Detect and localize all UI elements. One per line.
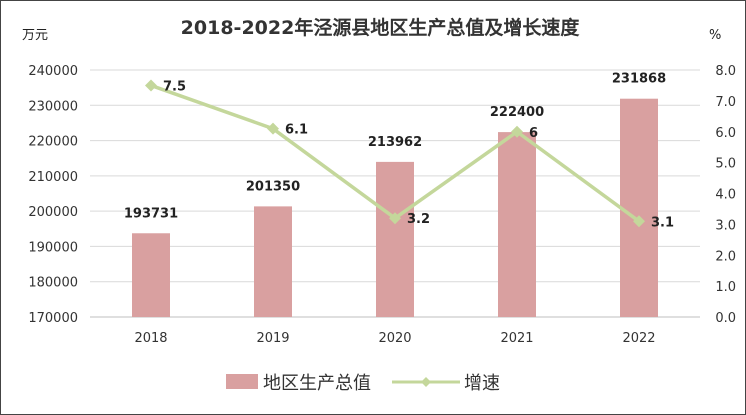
left-axis-unit: 万元 [22, 28, 48, 43]
line-data-label: 6 [529, 126, 538, 141]
bar-data-labels: 193731 201350 213962 222400 231868 [124, 72, 666, 222]
right-tick-label: 1.0 [715, 280, 736, 295]
line-data-label: 3.2 [407, 212, 430, 227]
bar-data-label: 213962 [368, 135, 422, 150]
right-tick-label: 6.0 [715, 126, 736, 141]
line-point [267, 122, 279, 135]
legend-line-marker [421, 377, 431, 387]
bar-data-label: 201350 [246, 179, 300, 194]
line-point [389, 212, 401, 225]
left-tick-label: 230000 [28, 99, 78, 114]
x-tick-label: 2019 [256, 331, 289, 346]
legend-line-label: 增速 [464, 373, 500, 394]
line-series [145, 79, 645, 228]
bar-data-label: 231868 [612, 72, 666, 87]
bar-series [132, 98, 658, 318]
left-tick-label: 220000 [28, 135, 78, 150]
left-tick-label: 200000 [28, 205, 78, 220]
right-tick-label: 2.0 [715, 249, 736, 264]
right-axis-ticks: 0.0 1.0 2.0 3.0 4.0 5.0 6.0 7.0 8.0 [715, 64, 736, 326]
line-point [633, 215, 645, 228]
right-axis-unit: % [709, 28, 721, 43]
left-tick-label: 180000 [28, 276, 78, 291]
x-axis-ticks: 2018 2019 2020 2021 2022 [134, 331, 655, 346]
line-point [145, 79, 157, 92]
x-tick-label: 2022 [622, 331, 655, 346]
x-tick-label: 2020 [378, 331, 411, 346]
line-data-label: 7.5 [163, 79, 186, 94]
bar-data-label: 222400 [490, 105, 544, 120]
left-tick-label: 240000 [28, 64, 78, 79]
bar [254, 206, 292, 317]
bar [498, 132, 536, 317]
legend: 地区生产总值 增速 [226, 373, 500, 394]
left-axis-ticks: 170000 180000 190000 200000 210000 220000 2300… [28, 64, 78, 326]
chart-title: 2018-2022年泾源县地区生产总值及增长速度 [181, 16, 581, 39]
right-tick-label: 3.0 [715, 218, 736, 233]
left-tick-label: 190000 [28, 240, 78, 255]
right-tick-label: 5.0 [715, 157, 736, 172]
left-tick-label: 170000 [28, 311, 78, 326]
bar [132, 233, 170, 317]
legend-bar-swatch [226, 374, 258, 389]
line-data-label: 3.1 [651, 215, 674, 230]
right-tick-label: 0.0 [715, 311, 736, 326]
legend-bar-label: 地区生产总值 [263, 373, 371, 394]
line-data-label: 6.1 [285, 123, 308, 138]
bar [376, 161, 414, 317]
bar-data-label: 193731 [124, 206, 178, 221]
right-tick-label: 4.0 [715, 188, 736, 203]
x-tick-label: 2021 [500, 331, 533, 346]
right-tick-label: 8.0 [715, 64, 736, 79]
line-point [511, 125, 523, 138]
x-tick-label: 2018 [134, 331, 167, 346]
line-data-labels: 7.5 6.1 3.2 6 3.1 [163, 79, 674, 230]
right-tick-label: 7.0 [715, 95, 736, 110]
bar [620, 98, 658, 318]
left-tick-label: 210000 [28, 170, 78, 185]
